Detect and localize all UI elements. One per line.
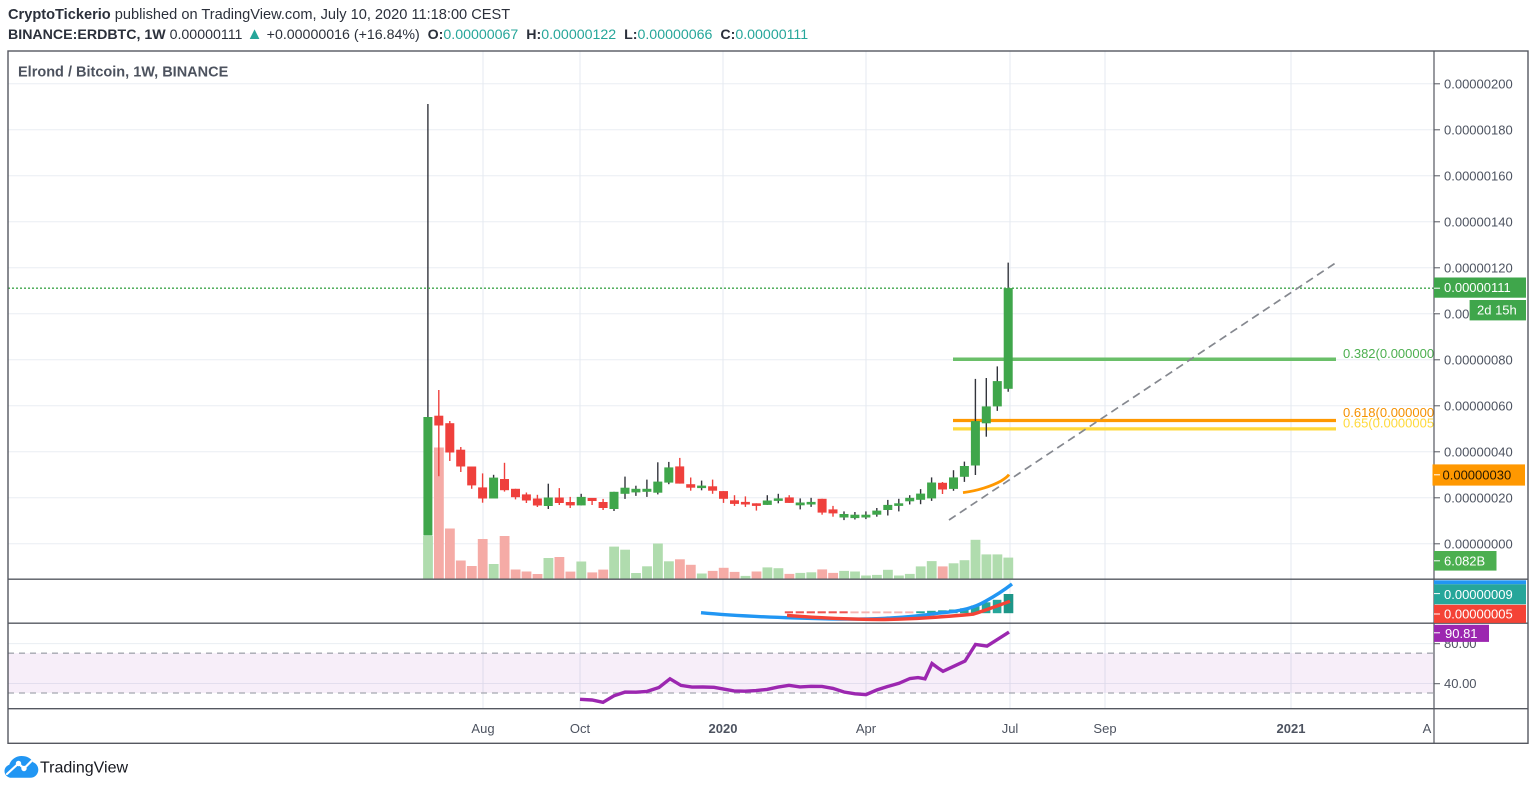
svg-text:40.00: 40.00 xyxy=(1444,676,1477,691)
svg-text:2020: 2020 xyxy=(709,721,738,736)
svg-text:0.65(0.000000515): 0.65(0.000000515) xyxy=(1343,415,1453,430)
svg-text:0.00000200: 0.00000200 xyxy=(1444,76,1513,91)
svg-text:CryptoTickerio published on Tr: CryptoTickerio published on TradingView.… xyxy=(8,7,510,23)
svg-text:Aug: Aug xyxy=(471,721,494,736)
svg-text:0.00000060: 0.00000060 xyxy=(1444,398,1513,413)
svg-text:BINANCE:ERDBTC, 1W 0.00000111: BINANCE:ERDBTC, 1W 0.00000111 ▲ +0.00000… xyxy=(8,25,808,43)
svg-text:Elrond / Bitcoin, 1W, BINANCE: Elrond / Bitcoin, 1W, BINANCE xyxy=(18,65,229,81)
svg-text:0.00000080: 0.00000080 xyxy=(1444,352,1513,367)
svg-text:2021: 2021 xyxy=(1277,721,1306,736)
svg-text:Apr: Apr xyxy=(856,721,877,736)
svg-text:Jul: Jul xyxy=(1002,721,1019,736)
svg-text:6.082B: 6.082B xyxy=(1444,553,1485,568)
svg-text:0.00000111: 0.00000111 xyxy=(1444,280,1511,295)
svg-text:0.00000009: 0.00000009 xyxy=(1444,587,1513,602)
svg-text:0.00000140: 0.00000140 xyxy=(1444,214,1513,229)
svg-text:2d 15h: 2d 15h xyxy=(1477,303,1517,318)
svg-text:Sep: Sep xyxy=(1093,721,1116,736)
svg-text:TradingView: TradingView xyxy=(40,760,128,777)
svg-text:0.00000005: 0.00000005 xyxy=(1444,606,1513,621)
svg-text:Oct: Oct xyxy=(570,721,591,736)
svg-text:0.00000180: 0.00000180 xyxy=(1444,122,1513,137)
svg-text:0.00000040: 0.00000040 xyxy=(1444,444,1513,459)
svg-text:0.382(0.00000082): 0.382(0.00000082) xyxy=(1343,346,1453,361)
svg-text:0.00000120: 0.00000120 xyxy=(1444,260,1513,275)
svg-text:0.00000000: 0.00000000 xyxy=(1444,536,1513,551)
svg-text:0.00000030: 0.00000030 xyxy=(1443,468,1512,483)
svg-text:90.81: 90.81 xyxy=(1445,626,1478,641)
svg-text:A: A xyxy=(1423,721,1432,736)
svg-text:0.00000160: 0.00000160 xyxy=(1444,168,1513,183)
svg-text:0.00000020: 0.00000020 xyxy=(1444,490,1513,505)
svg-text:0.618(0.00000052): 0.618(0.00000052) xyxy=(1343,405,1453,420)
